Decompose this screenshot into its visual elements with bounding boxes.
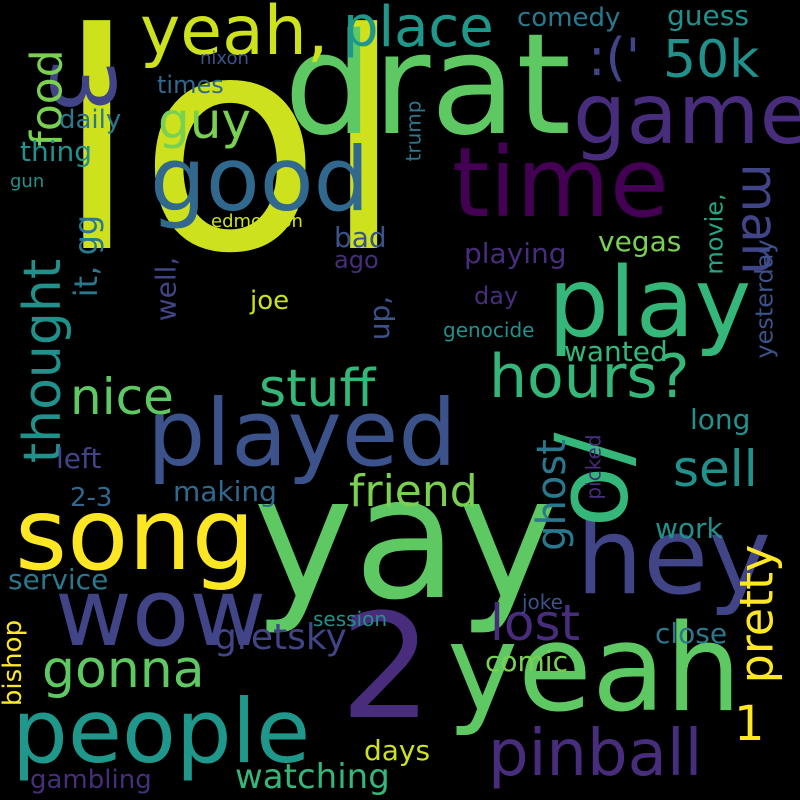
word-sell: sell — [673, 440, 758, 498]
word-well: well, — [149, 256, 183, 322]
word-song: song — [15, 476, 256, 593]
word-bishop: bishop — [0, 619, 29, 707]
word-guess: guess — [667, 0, 749, 32]
word-pretty: pretty — [729, 544, 784, 684]
word-gambling: gambling — [30, 765, 152, 795]
word-service: service — [8, 563, 109, 596]
word-long: long — [690, 403, 751, 436]
word-yesterday: yesterday — [750, 239, 779, 359]
word-people: people — [12, 680, 311, 783]
word-ghost: ghost — [528, 439, 575, 551]
word-ago: ago — [334, 246, 379, 274]
word-stuff: stuff — [259, 359, 376, 419]
word-trump: trump — [401, 100, 426, 162]
word-gretsky: gretsky — [214, 617, 347, 658]
word-times: times — [157, 71, 224, 99]
word-two-three: 2-3 — [70, 483, 113, 513]
word-nice: nice — [70, 368, 174, 426]
word-wanted: wanted — [564, 335, 668, 368]
word-yay: yay — [253, 440, 559, 638]
word-work: work — [655, 512, 723, 545]
word-pinball: pinball — [488, 717, 703, 791]
word-friend: friend — [349, 466, 478, 517]
word-lost: lost — [490, 594, 581, 652]
word-wow: wow — [55, 559, 267, 668]
word-game: game — [573, 65, 800, 163]
word-play: play — [548, 247, 752, 359]
word-50k: 50k — [663, 30, 760, 90]
word-joe: joe — [250, 286, 290, 316]
word-joke: joke — [522, 590, 563, 614]
word-playing: playing — [464, 237, 567, 270]
word-sad-face: :(' — [588, 28, 641, 88]
word-bad: bad — [334, 221, 387, 254]
word-day: day — [474, 282, 519, 310]
word-it-gg: it, gg — [67, 214, 106, 298]
word-one: 1 — [734, 696, 765, 752]
word-comedy: comedy — [517, 3, 621, 33]
word-comic: comic — [485, 645, 568, 678]
word-vegas: vegas — [598, 225, 682, 258]
word-lol: lol — [55, 0, 406, 319]
word-close: close — [655, 617, 728, 650]
word-up: up, — [363, 295, 397, 341]
word-hours: hours? — [489, 342, 690, 412]
word-yeah: yeah — [447, 600, 742, 739]
word-movie: movie, — [700, 193, 729, 275]
word-nixon: nixon — [200, 48, 249, 69]
word-daily: daily — [59, 105, 122, 135]
word-hey: hey — [576, 495, 772, 618]
word-session: session — [313, 607, 388, 631]
word-making: making — [173, 475, 277, 508]
word-yeah-comma: yeah, — [140, 0, 329, 71]
word-gonna: gonna — [42, 640, 205, 700]
word-left: left — [56, 442, 102, 475]
word-time: time — [452, 127, 669, 239]
word-thing: thing — [20, 135, 93, 168]
word-gun: gun — [10, 171, 45, 192]
word-days: days — [364, 734, 431, 767]
word-edmonton: edmonton — [211, 211, 303, 232]
word-played: played — [147, 380, 457, 487]
word-two: 2 — [340, 583, 433, 752]
word-thought: thought — [13, 258, 74, 464]
word-watching: watching — [235, 757, 390, 797]
word-genocide: genocide — [443, 318, 535, 342]
word-guy: guy — [158, 92, 252, 150]
word-drat: drat — [284, 4, 572, 167]
word-picked: picked — [581, 434, 606, 500]
word-good: good — [150, 128, 370, 231]
word-place: place — [343, 0, 494, 60]
